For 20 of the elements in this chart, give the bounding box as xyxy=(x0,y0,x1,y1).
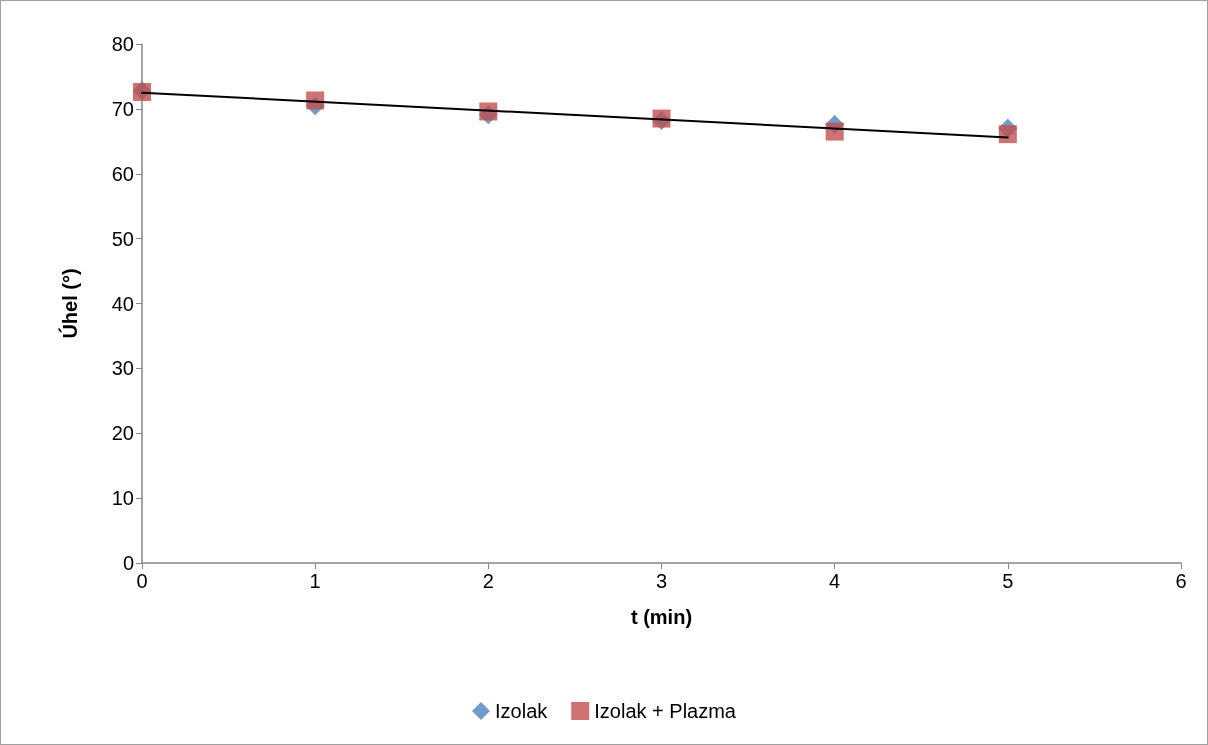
y-tick-label: 60 xyxy=(111,162,134,185)
y-tick-label: 70 xyxy=(111,97,134,120)
y-tick-label: 50 xyxy=(111,227,134,250)
legend-label: Izolak xyxy=(495,700,549,722)
x-tick-label: 5 xyxy=(1002,570,1014,592)
y-tick-label: 80 xyxy=(111,33,134,55)
y-tick-label: 40 xyxy=(111,292,134,315)
x-tick-label: 0 xyxy=(136,570,148,592)
y-tick-label: 30 xyxy=(111,357,134,380)
y-axis-title: Úhel (°) xyxy=(58,268,81,339)
x-tick-label: 2 xyxy=(482,570,494,592)
x-axis-title: t (min) xyxy=(630,606,693,628)
x-tick-label: 4 xyxy=(829,570,841,592)
y-tick-label: 0 xyxy=(122,552,134,574)
x-tick-label: 3 xyxy=(655,570,668,592)
x-tick-label: 6 xyxy=(1175,570,1187,592)
x-tick-label: 1 xyxy=(309,570,321,592)
y-tick-label: 10 xyxy=(111,487,134,510)
y-tick-label: 20 xyxy=(111,422,134,445)
legend-label: Izolak + Plazma xyxy=(594,700,737,722)
